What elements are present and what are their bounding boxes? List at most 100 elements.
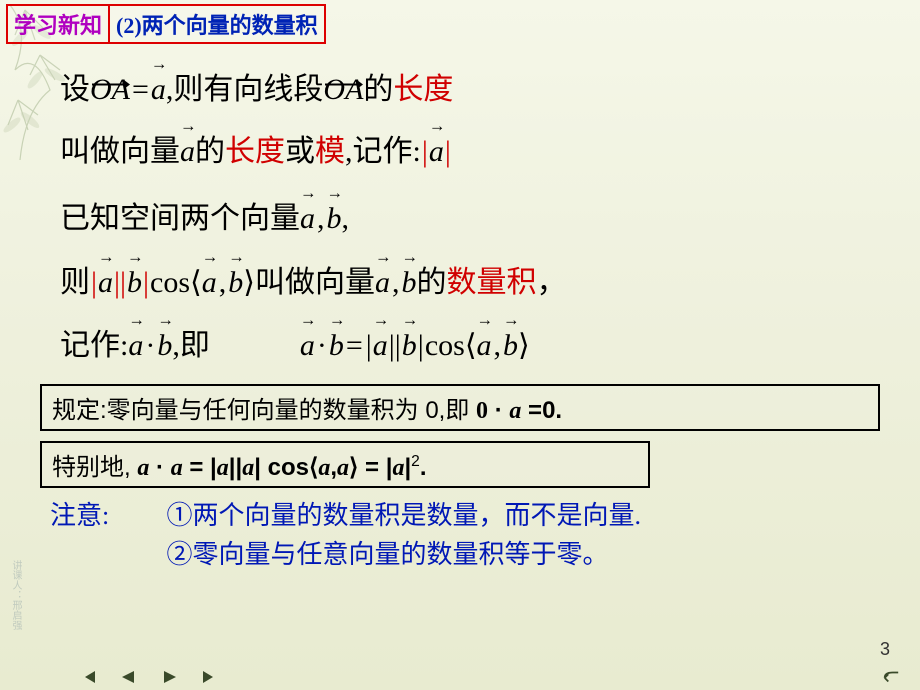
eq: =0. (528, 397, 562, 424)
vector-a: →a (373, 318, 388, 374)
cos: cos (150, 255, 190, 311)
text: 设 (60, 62, 90, 118)
vector-b: →b (503, 318, 518, 374)
text-dotproduct: 数量积 (446, 255, 536, 311)
bar: | (254, 454, 261, 481)
comma: , (315, 191, 327, 247)
nav-return-icon[interactable] (882, 670, 900, 684)
line-3: 已知空间两个向量 →a , →b , (60, 191, 880, 247)
a: a (242, 455, 254, 481)
note-1: ①两个向量的数量积是数量，而不是向量. (167, 501, 642, 530)
dot: · (143, 318, 157, 374)
notes-section: 注意: ①两个向量的数量积是数量，而不是向量. ②零向量与任意向量的数量积等于零… (0, 492, 920, 574)
tag-learn-new: 学习新知 (6, 4, 110, 44)
dot: · (156, 454, 171, 481)
vector-a: →a (375, 255, 390, 311)
line-5: 记作: →a · →b ,即 →a · →b = | →a || →b | co… (60, 318, 880, 374)
angle-close: ⟩ (518, 318, 530, 374)
abs-bar: || (113, 255, 127, 311)
vector-b: →b (401, 255, 416, 311)
dot: · (495, 397, 510, 424)
bar: | (210, 454, 217, 481)
vector-a: →a (202, 255, 217, 311)
abs-bar: | (444, 124, 452, 180)
a: a (337, 455, 349, 481)
vector-a: →a (128, 318, 143, 374)
main-content: 设 OA = →a ,则有向线段 OA 的 长度 叫做向量 →a 的 长度 或 … (0, 44, 920, 374)
line-2: 叫做向量 →a 的 长度 或 模 ,记作: | →a | (60, 124, 880, 180)
angle-open: ⟨ (465, 318, 477, 374)
abs-bar: | (365, 318, 373, 374)
comma: , (492, 318, 504, 374)
rule1-text: 规定:零向量与任何向量的数量积为 0,即 (52, 397, 476, 424)
angle-close: ⟩ (243, 255, 255, 311)
text: 记作: (60, 318, 128, 374)
cos: cos (425, 318, 465, 374)
bar: || (229, 454, 242, 481)
eq: = (189, 454, 203, 481)
vector-b: →b (329, 318, 344, 374)
vector-a: →a (98, 255, 113, 311)
equals: = (130, 62, 151, 118)
text-modulus: 模 (315, 124, 345, 180)
rule-box-2: 特别地, a · a = |a||a| cos⟨a,a⟩ = |a|2. (40, 441, 650, 488)
angle-open: ⟨ (190, 255, 202, 311)
dot: · (315, 318, 329, 374)
vector-a: →a (300, 318, 315, 374)
vector-OA: OA (90, 62, 130, 118)
vector-OA: OA (323, 62, 363, 118)
vector-b: →b (228, 255, 243, 311)
eq: = (365, 454, 379, 481)
text: 则 (60, 255, 90, 311)
a: a (392, 455, 404, 481)
notes-label: 注意: (50, 496, 160, 535)
text-length: 长度 (225, 124, 285, 180)
vector-a: →a (477, 318, 492, 374)
text: 叫做向量 (255, 255, 375, 311)
text: 叫做向量 (60, 124, 180, 180)
nav-prev-icon[interactable] (120, 670, 138, 684)
text: 的 (195, 124, 225, 180)
abs-bar: | (421, 124, 429, 180)
a: a (509, 398, 521, 424)
vector-a: →a (180, 124, 195, 180)
nav-next-icon[interactable] (160, 670, 178, 684)
line-4: 则 | →a || →b | cos ⟨ →a , →b ⟩ 叫做向量 →a ,… (60, 255, 880, 311)
period: . (420, 454, 427, 481)
abs-bar: | (90, 255, 98, 311)
vector-b: →b (327, 191, 342, 247)
text: 或 (285, 124, 315, 180)
a: a (318, 455, 330, 481)
nav-first-icon[interactable] (80, 670, 98, 684)
text: ， (536, 255, 566, 311)
zero: 0 (476, 398, 488, 424)
text: 的 (416, 255, 446, 311)
a: a (217, 455, 229, 481)
text: 已知空间两个向量 (60, 191, 300, 247)
comma: , (390, 255, 402, 311)
text-length: 长度 (393, 62, 453, 118)
comma: , (217, 255, 229, 311)
text: ,即 (172, 318, 210, 374)
note-2: ②零向量与任意向量的数量积等于零。 (167, 540, 609, 569)
vector-a: →a (429, 124, 444, 180)
a: a (137, 455, 149, 481)
page-number: 3 (880, 639, 890, 660)
nav-icons-left (80, 670, 218, 684)
vector-a: →a (151, 62, 166, 118)
rule2-text: 特别地, (52, 454, 131, 481)
text: 的 (363, 62, 393, 118)
vector-b: →b (402, 318, 417, 374)
rule-box-1: 规定:零向量与任何向量的数量积为 0,即 0 · a =0. (40, 384, 880, 431)
abs-bar: || (388, 318, 402, 374)
line-1: 设 OA = →a ,则有向线段 OA 的 长度 (60, 62, 880, 118)
text: ,记作: (345, 124, 421, 180)
text: ,则有向线段 (166, 62, 324, 118)
header-tags: 学习新知 (2)两个向量的数量积 (0, 0, 920, 44)
equals: = (344, 318, 365, 374)
vector-a: →a (300, 191, 315, 247)
nav-last-icon[interactable] (200, 670, 218, 684)
vector-b: →b (157, 318, 172, 374)
vector-b: →b (127, 255, 142, 311)
a: a (171, 455, 183, 481)
